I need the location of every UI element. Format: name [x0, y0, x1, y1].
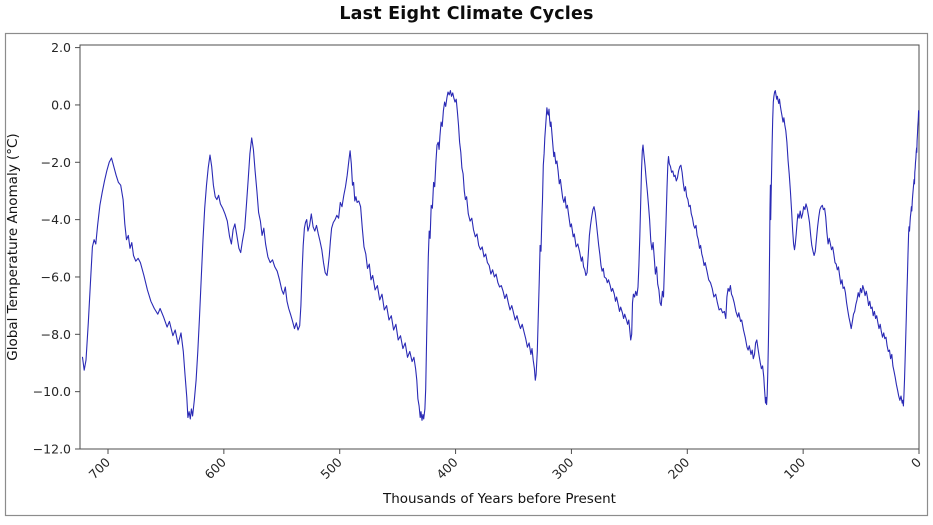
y-tick-label: −2.0 — [41, 155, 71, 170]
y-tick-label: −4.0 — [41, 212, 71, 227]
x-tick-label: 200 — [665, 454, 693, 482]
x-tick-label: 600 — [202, 454, 230, 482]
figure-border — [4, 32, 929, 517]
y-axis-label: Global Temperature Anomaly (°C) — [5, 133, 21, 360]
y-tick-label: −10.0 — [33, 384, 71, 399]
y-tick-label: −12.0 — [33, 442, 71, 457]
y-tick-label: 2.0 — [51, 40, 71, 55]
y-tick-label: −8.0 — [41, 327, 71, 342]
x-tick-label: 100 — [781, 454, 809, 482]
x-axis-label: Thousands of Years before Present — [382, 491, 616, 507]
chart-title: Last Eight Climate Cycles — [339, 4, 594, 24]
y-tick-label: 0.0 — [51, 97, 71, 112]
axes-box — [79, 44, 920, 450]
temperature-anomaly-line — [81, 90, 920, 421]
x-tick-label: 300 — [549, 454, 577, 482]
x-tick-label: 500 — [317, 454, 345, 482]
y-tick-label: −6.0 — [41, 269, 71, 284]
x-tick-label: 400 — [433, 454, 461, 482]
x-tick-label: 700 — [86, 454, 114, 482]
x-tick-label: 0 — [908, 454, 924, 470]
